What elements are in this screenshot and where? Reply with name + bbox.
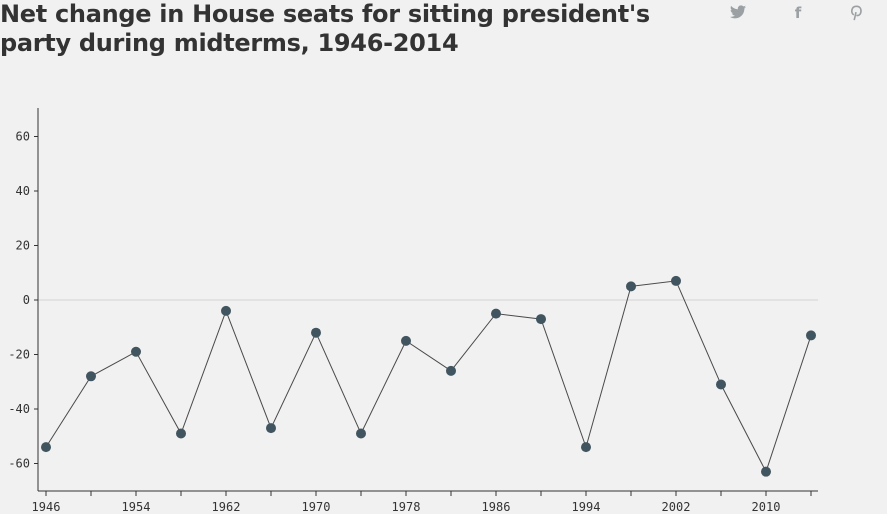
x-tick-label: 1962 xyxy=(212,500,241,514)
data-point xyxy=(806,330,816,341)
facebook-icon: f xyxy=(794,4,802,22)
pinterest-icon xyxy=(845,5,867,21)
x-tick-label: 1994 xyxy=(572,500,601,514)
x-tick-label: 1970 xyxy=(302,500,331,514)
y-tick-label: 40 xyxy=(16,184,30,198)
data-point xyxy=(266,423,276,434)
pinterest-share-button[interactable] xyxy=(845,2,867,24)
x-tick-label: 2002 xyxy=(662,500,691,514)
data-point xyxy=(131,346,141,357)
x-tick-label: 1946 xyxy=(32,500,61,514)
y-tick-label: 20 xyxy=(16,239,30,253)
data-point xyxy=(716,379,726,390)
facebook-share-button[interactable]: f xyxy=(787,2,809,24)
series-line xyxy=(45,280,812,473)
data-point xyxy=(671,275,681,286)
data-point xyxy=(176,428,186,439)
data-point xyxy=(446,365,456,376)
chart-title: Net change in House seats for sitting pr… xyxy=(0,0,650,57)
twitter-icon xyxy=(727,5,749,19)
y-tick-label: -60 xyxy=(8,457,30,471)
data-point xyxy=(311,327,321,338)
y-tick-label: 60 xyxy=(16,130,30,144)
x-tick-label: 1986 xyxy=(482,500,511,514)
data-point xyxy=(221,305,231,316)
data-point xyxy=(491,308,501,319)
data-point xyxy=(581,442,591,453)
data-point xyxy=(401,335,411,346)
data-point xyxy=(536,314,546,325)
x-tick-label: 1954 xyxy=(122,500,151,514)
twitter-share-button[interactable] xyxy=(727,2,749,24)
data-point xyxy=(626,281,636,292)
plot-area: -60 -40 -20 0 20 40 60 1946 1954 1962 1970 1978 1986… xyxy=(8,108,818,514)
y-tick-label: -40 xyxy=(8,402,30,416)
data-point xyxy=(761,466,771,477)
y-tick-label: 0 xyxy=(23,293,30,307)
y-tick-label: -20 xyxy=(8,348,30,362)
x-tick-label: 1978 xyxy=(392,500,421,514)
data-point xyxy=(41,442,51,453)
data-point xyxy=(356,428,366,439)
x-tick-label: 2010 xyxy=(752,500,781,514)
data-point xyxy=(86,371,96,382)
